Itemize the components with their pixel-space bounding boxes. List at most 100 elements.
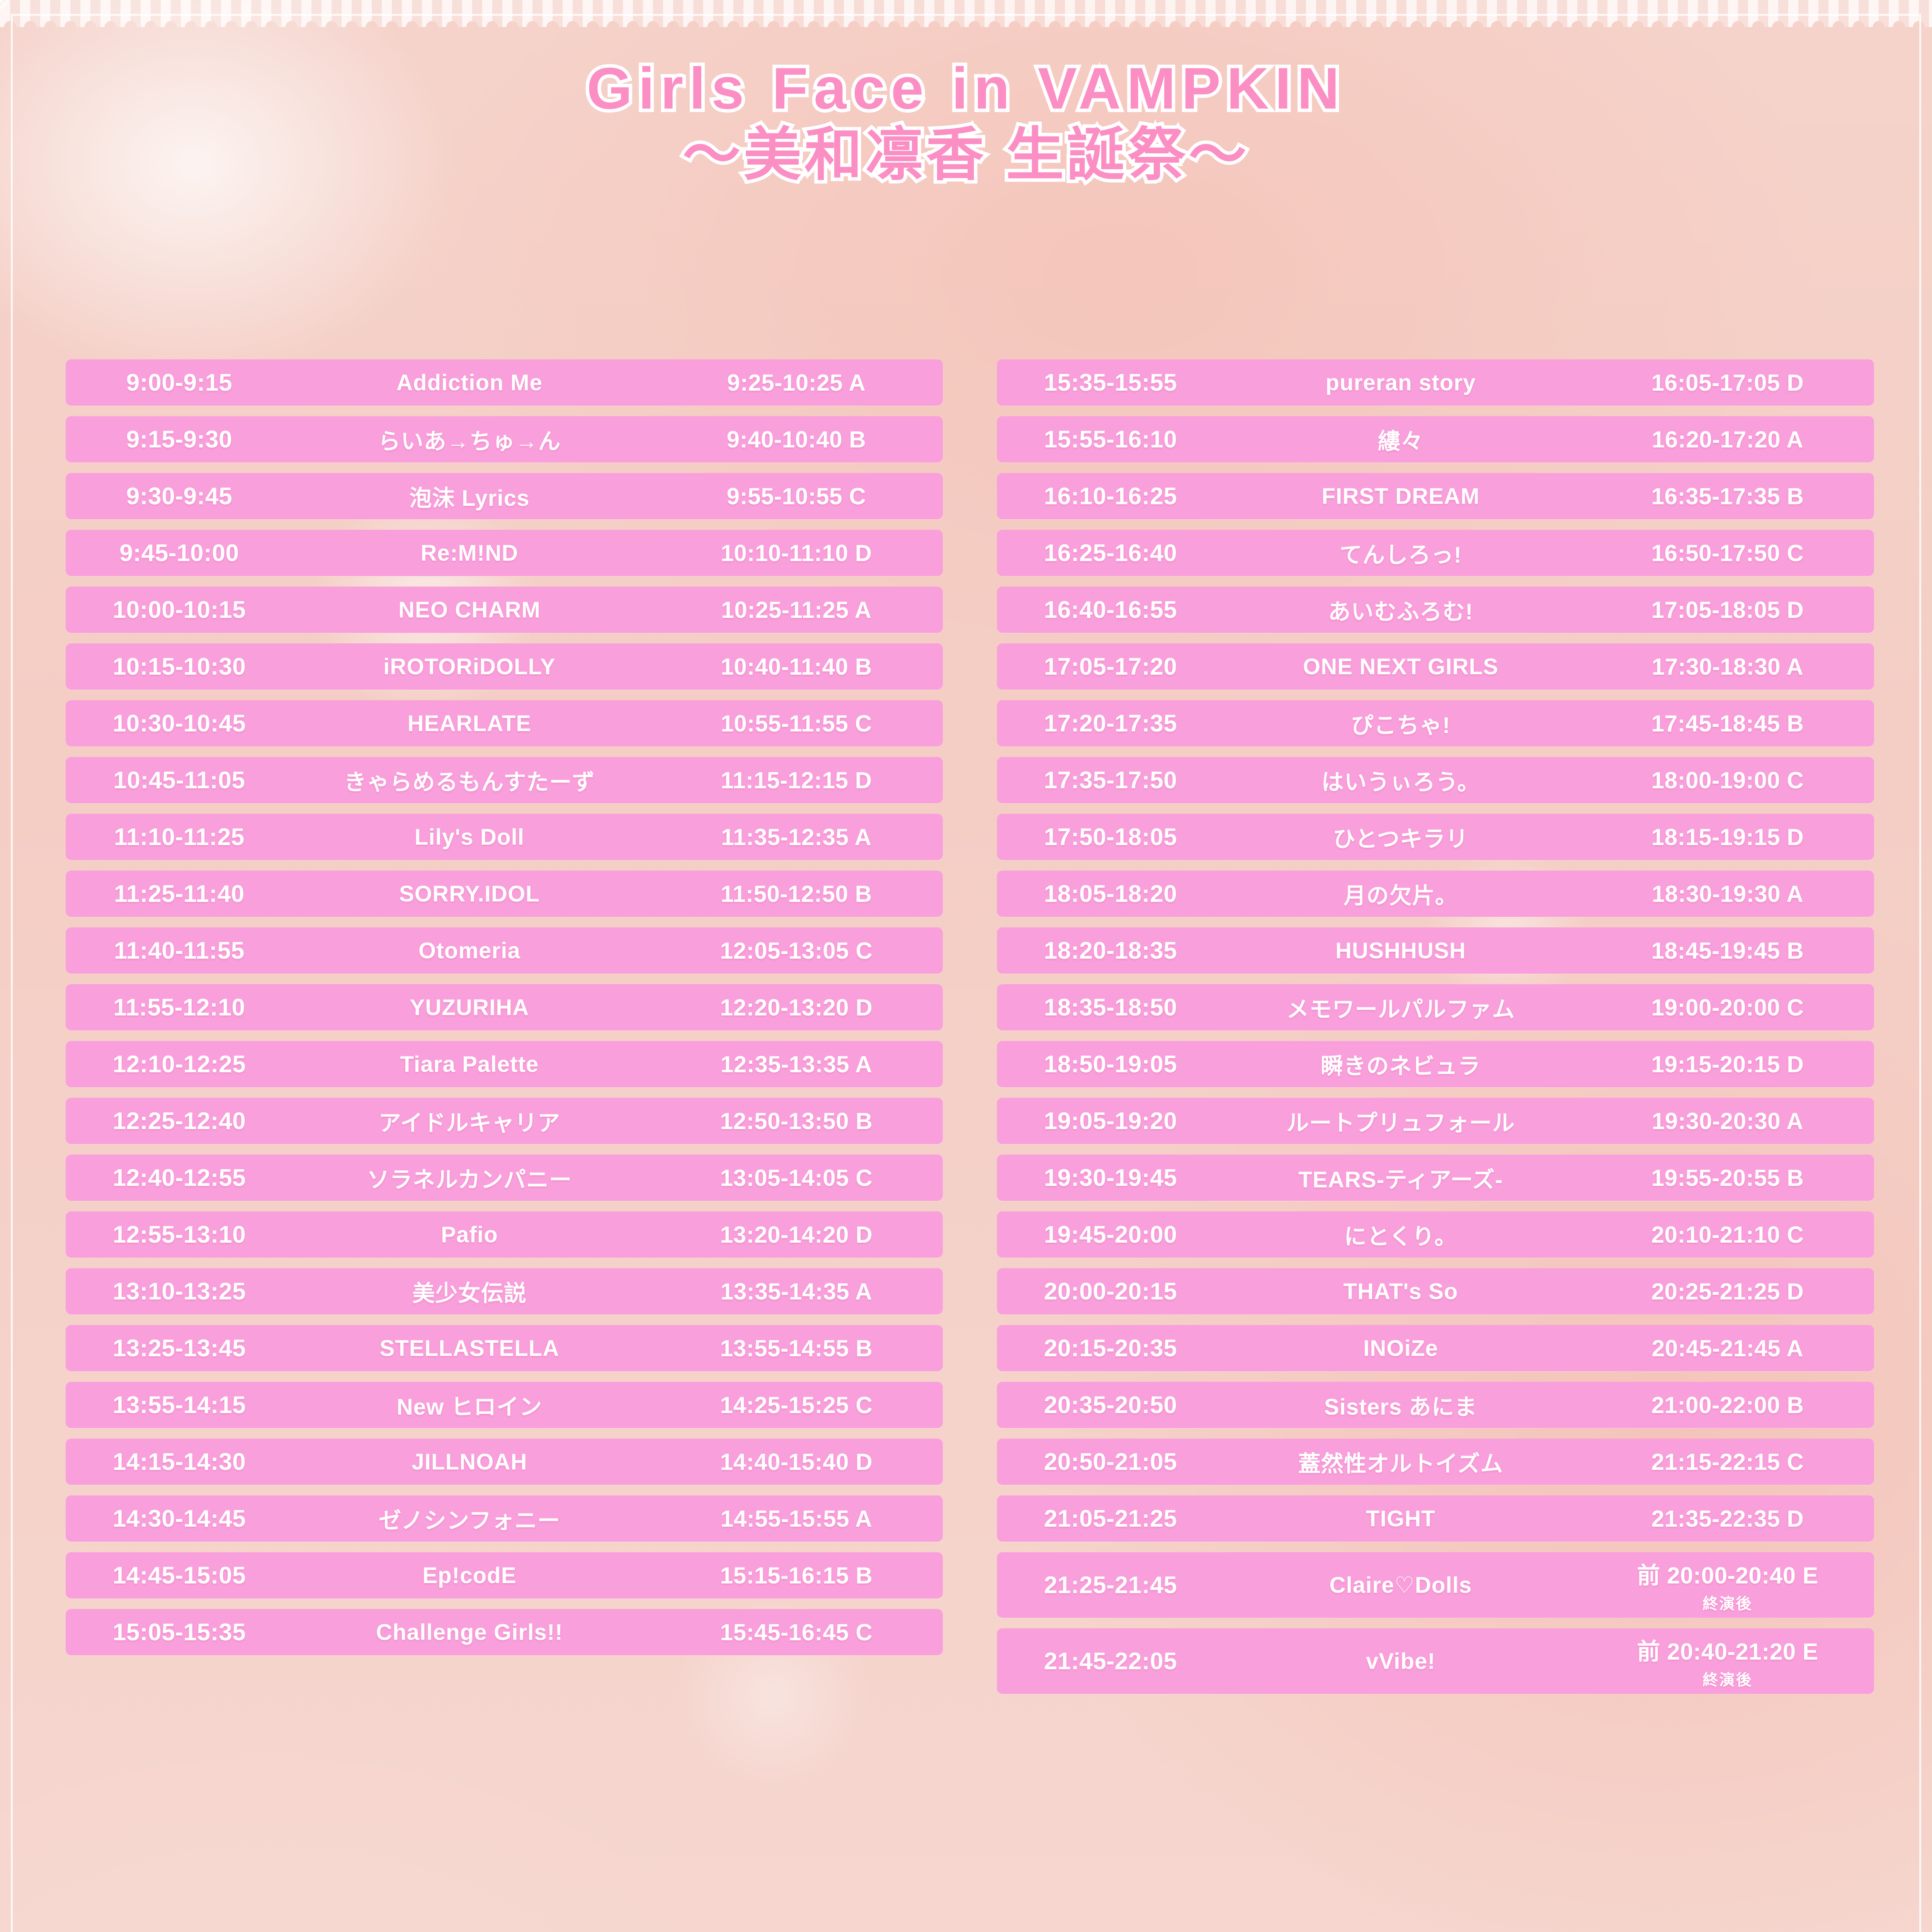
row-performance-time: 21:00-22:00 B bbox=[1588, 1392, 1874, 1418]
schedule-row: 11:40-11:55 Otomeria 12:05-13:05 C bbox=[66, 927, 943, 974]
row-performance-main: 21:00-22:00 B bbox=[1651, 1392, 1804, 1418]
row-performance-main: 20:10-21:10 C bbox=[1651, 1221, 1804, 1248]
row-performance-note: 終演後 bbox=[1702, 1671, 1753, 1689]
row-group-name: ゼノシンフォニー bbox=[379, 1508, 560, 1533]
schedule-row: 11:25-11:40 SORRY.IDOL 11:50-12:50 B bbox=[66, 871, 943, 917]
row-performance-time: 17:45-18:45 B bbox=[1588, 710, 1874, 737]
row-performance-main: 12:05-13:05 C bbox=[720, 937, 873, 964]
schedule-row: 21:05-21:25 TIGHT 21:35-22:35 D bbox=[997, 1495, 1874, 1542]
row-performance-main: 10:25-11:25 A bbox=[721, 597, 872, 623]
row-group-name: New ヒロイン bbox=[396, 1395, 543, 1420]
row-timeslot: 10:30-10:45 bbox=[112, 710, 246, 737]
row-performance-time: 21:15-22:15 C bbox=[1588, 1449, 1874, 1475]
row-timeslot: 14:15-14:30 bbox=[112, 1448, 246, 1475]
schedule-row: 18:20-18:35 HUSHHUSH 18:45-19:45 B bbox=[997, 927, 1874, 974]
row-performance-main: 18:30-19:30 A bbox=[1651, 881, 1804, 907]
schedule-row: 12:10-12:25 Tiara Palette 12:35-13:35 A bbox=[66, 1041, 943, 1087]
row-performance-time: 10:10-11:10 D bbox=[657, 540, 943, 566]
schedule-row: 10:00-10:15 NEO CHARM 10:25-11:25 A bbox=[66, 587, 943, 633]
row-timeslot: 21:05-21:25 bbox=[1044, 1505, 1177, 1532]
row-performance-main: 13:55-14:55 B bbox=[720, 1335, 873, 1361]
schedule-table: 9:00-9:15 Addiction Me 9:25-10:25 A 9:15-9:… bbox=[66, 359, 1874, 1694]
row-performance-time: 18:00-19:00 C bbox=[1588, 767, 1874, 794]
schedule-row: 17:35-17:50 はいうぃろう。 18:00-19:00 C bbox=[997, 757, 1874, 803]
schedule-row: 18:50-19:05 瞬きのネビュラ 19:15-20:15 D bbox=[997, 1041, 1874, 1087]
row-performance-time: 9:25-10:25 A bbox=[657, 369, 943, 396]
row-timeslot: 18:05-18:20 bbox=[1044, 880, 1177, 907]
schedule-row: 18:35-18:50 メモワールパルファム 19:00-20:00 C bbox=[997, 984, 1874, 1031]
row-performance-time: 13:05-14:05 C bbox=[657, 1165, 943, 1191]
row-group-name: 泡沫 Lyrics bbox=[409, 486, 530, 511]
schedule-row: 11:10-11:25 Lily's Doll 11:35-12:35 A bbox=[66, 814, 943, 860]
schedule-row: 10:45-11:05 きゃらめるもんすたーず 11:15-12:15 D bbox=[66, 757, 943, 803]
row-performance-main: 前 20:00-20:40 E bbox=[1637, 1562, 1818, 1588]
row-performance-time: 12:05-13:05 C bbox=[657, 937, 943, 964]
row-group-name: 美少女伝説 bbox=[412, 1281, 527, 1306]
row-performance-main: 12:20-13:20 D bbox=[720, 994, 873, 1020]
row-timeslot: 20:00-20:15 bbox=[1044, 1278, 1177, 1305]
row-group-name: JILLNOAH bbox=[412, 1449, 527, 1475]
row-group-name: Claire♡Dolls bbox=[1329, 1573, 1472, 1598]
row-group-name: ルートプリュフォール bbox=[1286, 1111, 1515, 1136]
schedule-row: 17:05-17:20 ONE NEXT GIRLS 17:30-18:30 A bbox=[997, 643, 1874, 690]
row-performance-main: 13:35-14:35 A bbox=[720, 1278, 872, 1304]
schedule-row: 12:55-13:10 Pafio 13:20-14:20 D bbox=[66, 1211, 943, 1258]
row-performance-time: 10:55-11:55 C bbox=[657, 710, 943, 737]
schedule-row: 14:45-15:05 Ep!codE 15:15-16:15 B bbox=[66, 1552, 943, 1599]
schedule-row: 9:30-9:45 泡沫 Lyrics 9:55-10:55 C bbox=[66, 473, 943, 519]
schedule-row: 20:00-20:15 THAT's So 20:25-21:25 D bbox=[997, 1268, 1874, 1315]
row-group-name: iROTORiDOLLY bbox=[383, 654, 556, 679]
schedule-row: 13:10-13:25 美少女伝説 13:35-14:35 A bbox=[66, 1268, 943, 1315]
schedule-row: 10:15-10:30 iROTORiDOLLY 10:40-11:40 B bbox=[66, 643, 943, 690]
row-timeslot: 9:30-9:45 bbox=[126, 483, 233, 510]
row-performance-main: 14:25-15:25 C bbox=[720, 1392, 873, 1418]
row-group-name: TIGHT bbox=[1366, 1506, 1435, 1531]
row-timeslot: 11:40-11:55 bbox=[114, 937, 245, 964]
row-performance-time: 20:25-21:25 D bbox=[1588, 1278, 1874, 1305]
schedule-row: 9:00-9:15 Addiction Me 9:25-10:25 A bbox=[66, 359, 943, 406]
schedule-row: 21:25-21:45 Claire♡Dolls 前 20:00-20:40 E 終演… bbox=[997, 1552, 1874, 1618]
row-timeslot: 16:25-16:40 bbox=[1044, 539, 1177, 566]
schedule-row: 9:45-10:00 Re:M!ND 10:10-11:10 D bbox=[66, 530, 943, 576]
row-timeslot: 11:25-11:40 bbox=[114, 880, 245, 907]
row-performance-time: 19:30-20:30 A bbox=[1588, 1108, 1874, 1134]
row-performance-main: 16:50-17:50 C bbox=[1651, 540, 1804, 566]
row-performance-time: 12:35-13:35 A bbox=[657, 1051, 943, 1078]
row-performance-main: 15:15-16:15 B bbox=[720, 1562, 873, 1588]
row-timeslot: 18:20-18:35 bbox=[1044, 937, 1177, 964]
row-timeslot: 15:05-15:35 bbox=[112, 1619, 246, 1646]
schedule-row: 13:55-14:15 New ヒロイン 14:25-15:25 C bbox=[66, 1382, 943, 1428]
schedule-row: 14:30-14:45 ゼノシンフォニー 14:55-15:55 A bbox=[66, 1495, 943, 1542]
row-performance-time: 18:15-19:15 D bbox=[1588, 824, 1874, 850]
row-performance-main: 10:10-11:10 D bbox=[721, 540, 872, 566]
schedule-row: 19:45-20:00 にとくり。 20:10-21:10 C bbox=[997, 1211, 1874, 1258]
row-performance-main: 9:25-10:25 A bbox=[727, 369, 866, 396]
row-group-name: pureran story bbox=[1325, 370, 1476, 395]
row-group-name: Challenge Girls!! bbox=[376, 1619, 563, 1645]
row-group-name: TEARS-ティアーズ- bbox=[1298, 1167, 1503, 1192]
row-group-name: らいあ→ちゅ→ん bbox=[378, 429, 561, 454]
row-group-name: 縷々 bbox=[1378, 429, 1424, 454]
row-performance-time: 20:45-21:45 A bbox=[1588, 1335, 1874, 1362]
row-performance-time: 14:40-15:40 D bbox=[657, 1449, 943, 1475]
row-group-name: きゃらめるもんすたーず bbox=[344, 770, 595, 795]
row-group-name: てんしろっ! bbox=[1339, 543, 1462, 568]
row-timeslot: 19:45-20:00 bbox=[1044, 1221, 1177, 1248]
row-performance-time: 15:45-16:45 C bbox=[657, 1619, 943, 1646]
row-performance-main: 9:40-10:40 B bbox=[726, 426, 866, 452]
schedule-column-left: 9:00-9:15 Addiction Me 9:25-10:25 A 9:15-9:… bbox=[66, 359, 943, 1694]
row-performance-time: 14:55-15:55 A bbox=[657, 1505, 943, 1532]
row-group-name: INOiZe bbox=[1363, 1335, 1438, 1361]
row-group-name: NEO CHARM bbox=[398, 597, 541, 622]
row-performance-time: 21:35-22:35 D bbox=[1588, 1505, 1874, 1532]
row-performance-time: 17:05-18:05 D bbox=[1588, 597, 1874, 623]
row-timeslot: 19:30-19:45 bbox=[1044, 1164, 1177, 1191]
row-performance-main: 18:45-19:45 B bbox=[1651, 937, 1804, 964]
row-group-name: STELLASTELLA bbox=[379, 1335, 560, 1361]
row-performance-time: 11:35-12:35 A bbox=[657, 824, 943, 850]
row-group-name: YUZURIHA bbox=[410, 995, 529, 1020]
row-performance-main: 10:40-11:40 B bbox=[721, 653, 872, 680]
row-group-name: 蓋然性オルトイズム bbox=[1298, 1451, 1503, 1476]
row-group-name: Ep!codE bbox=[422, 1563, 517, 1588]
row-performance-time: 12:50-13:50 B bbox=[657, 1108, 943, 1134]
